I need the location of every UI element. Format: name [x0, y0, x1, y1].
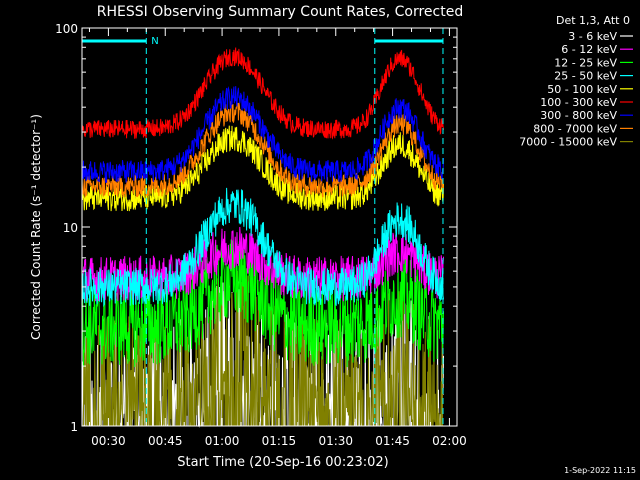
- x-tick-label: 01:45: [375, 434, 410, 448]
- x-tick-label: 00:30: [91, 434, 126, 448]
- series-line-4: [81, 187, 444, 308]
- series-line-2: [81, 226, 444, 302]
- y-tick-label: 100: [55, 22, 78, 36]
- x-tick-label: 02:00: [432, 434, 467, 448]
- x-tick-label: 00:45: [148, 434, 183, 448]
- legend-label: 25 - 50 keV: [554, 70, 617, 83]
- legend-label: 12 - 25 keV: [554, 56, 617, 69]
- x-tick-label: 01:00: [205, 434, 240, 448]
- series-line-6: [81, 47, 444, 140]
- x-axis-label: Start Time (20-Sep-16 00:23:02): [177, 455, 388, 470]
- y-axis: 1 10 100: [55, 22, 457, 434]
- legend-label: 6 - 12 keV: [561, 43, 617, 56]
- series-line-7: [81, 86, 444, 183]
- series-line-3: [81, 239, 444, 368]
- series-line-8: [81, 100, 444, 198]
- y-tick-label: 10: [63, 221, 78, 235]
- legend-label: 100 - 300 keV: [540, 96, 617, 109]
- legend-label: 300 - 800 keV: [540, 109, 617, 122]
- x-tick-label: 01:30: [318, 434, 353, 448]
- flag-label: N: [151, 36, 158, 47]
- legend-label: 50 - 100 keV: [547, 83, 617, 96]
- legend-label: 800 - 7000 keV: [533, 122, 617, 135]
- y-axis-label: Corrected Count Rate (s⁻¹ detector⁻¹): [29, 114, 43, 340]
- chart-title: RHESSI Observing Summary Count Rates, Co…: [97, 4, 463, 20]
- legend-label: 3 - 6 keV: [568, 30, 617, 43]
- y-tick-label: 1: [70, 420, 78, 434]
- legend-label: 7000 - 15000 keV: [519, 136, 617, 149]
- footer-timestamp: 1-Sep-2022 11:15: [564, 466, 636, 475]
- x-axis: 00:30 00:45 01:00 01:15 01:30 01:45 02:00: [88, 28, 467, 448]
- x-tick-label: 01:15: [262, 434, 297, 448]
- legend-header: Det 1,3, Att 0: [556, 14, 630, 27]
